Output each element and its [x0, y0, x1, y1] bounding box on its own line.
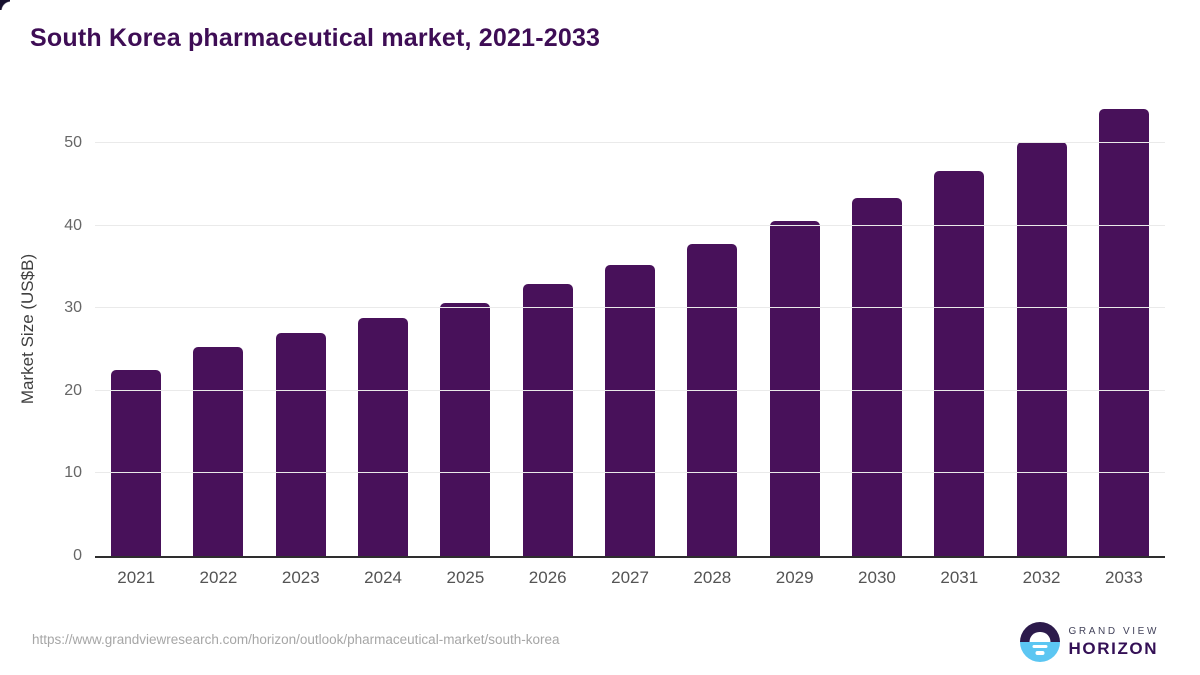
bar-2033 [1098, 108, 1149, 556]
y-axis-title: Market Size (US$B) [18, 253, 37, 405]
x-tick-label: 2026 [528, 568, 567, 587]
bar-slot [177, 100, 259, 556]
horizon-logo-icon [1019, 622, 1060, 662]
bar-2029 [769, 220, 820, 556]
y-tick-label: 30 [64, 299, 82, 317]
bar-2030 [851, 197, 902, 556]
x-tick-label: 2022 [199, 568, 238, 587]
gridline [95, 389, 1165, 391]
bar-slot [95, 100, 177, 556]
logo-text: GRAND VIEW HORIZON [1069, 626, 1159, 659]
bars-row [95, 100, 1165, 556]
x-tick-label: 2030 [858, 568, 896, 587]
x-tick-label: 2024 [364, 568, 402, 587]
bar-slot [1000, 100, 1082, 556]
bar-slot [507, 100, 589, 556]
x-tick-label: 2031 [940, 568, 979, 587]
plot-area: 0 10 20 30 40 50 [64, 100, 1165, 564]
x-tick-label: 2021 [117, 568, 156, 587]
y-tick-label: 40 [64, 216, 82, 234]
x-tick-label: 2025 [446, 568, 485, 587]
y-tick-label: 50 [64, 134, 82, 152]
bar-2023 [275, 333, 326, 556]
bar-2022 [193, 347, 244, 556]
gridline [95, 307, 1165, 309]
x-tick-label: 2027 [611, 568, 649, 587]
bar-slot [754, 100, 836, 556]
bar-slot [589, 100, 671, 556]
logo-horizon-stripe [1032, 644, 1048, 648]
bar-slot [836, 100, 918, 556]
bar-slot [424, 100, 506, 556]
grand-view-horizon-logo: GRAND VIEW HORIZON [1019, 622, 1159, 662]
bar-2028 [687, 244, 738, 556]
chart-title: South Korea pharmaceutical market, 2021-… [30, 24, 601, 52]
bar-2021 [111, 369, 162, 556]
x-tick-label: 2033 [1104, 568, 1143, 587]
x-tick-label: 2028 [693, 568, 732, 587]
logo-sun-shape [1029, 631, 1051, 642]
y-tick-label: 0 [73, 547, 82, 564]
bar-2032 [1016, 141, 1067, 556]
bar-2027 [605, 264, 656, 556]
y-tick-label: 10 [64, 464, 82, 482]
bar-slot [918, 100, 1000, 556]
source-url: https://www.grandviewresearch.com/horizo… [32, 632, 560, 647]
bar-2031 [934, 170, 985, 556]
bar-2024 [358, 318, 409, 556]
logo-horizon-stripe-small [1035, 651, 1045, 655]
x-tick-label: 2029 [775, 568, 814, 587]
logo-line-horizon: HORIZON [1068, 638, 1159, 658]
bar-2026 [522, 283, 573, 556]
bar-2025 [440, 302, 491, 556]
bar-slot [342, 100, 424, 556]
y-tick-label: 20 [64, 381, 82, 399]
bar-slot [671, 100, 753, 556]
gridline [95, 142, 1165, 144]
screenshot-corner-artifact [0, 0, 10, 10]
logo-line-grand-view: GRAND VIEW [1068, 625, 1159, 637]
x-tick-label: 2023 [281, 568, 320, 587]
x-tick-label: 2032 [1022, 568, 1061, 587]
gridline [95, 472, 1165, 474]
gridline [95, 224, 1165, 226]
bar-slot [260, 100, 342, 556]
bar-slot [1083, 100, 1165, 556]
x-axis-labels: 2021 2022 2023 2024 2025 2026 2027 2028 2029 2030… [95, 568, 1165, 588]
